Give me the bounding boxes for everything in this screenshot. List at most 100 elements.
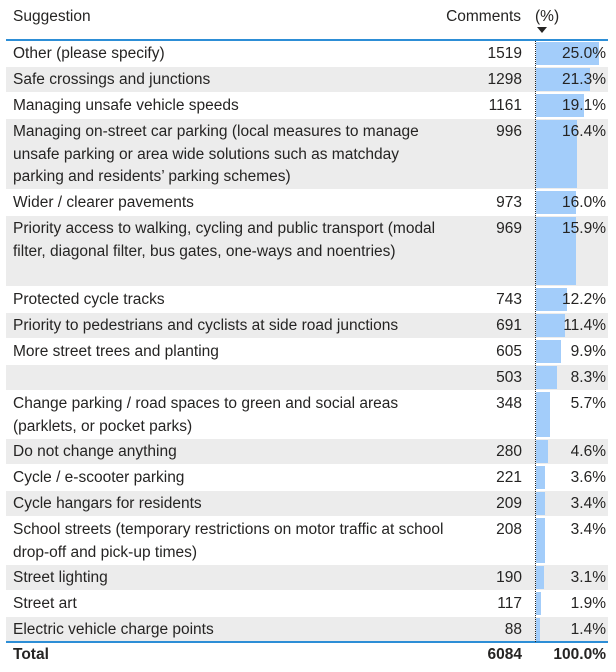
total-comments: 6084 [487,646,522,663]
table-row[interactable]: Managing on-street car parking (local me… [6,119,608,190]
row-percent: 11.4% [563,317,606,334]
row-data-bar [536,314,565,337]
row-percent: 15.9% [562,220,606,237]
table-row[interactable]: Change parking / road spaces to green an… [6,391,608,439]
row-data-bar [536,618,540,641]
row-data-bar [536,288,567,311]
row-data-bar [536,440,548,463]
row-percent: 16.4% [562,123,606,140]
table-row[interactable]: Wider / clearer pavements 973 16.0% [6,190,608,216]
row-percent: 8.3% [570,369,606,386]
row-suggestion: Priority access to walking, cycling and … [13,220,436,260]
table-row[interactable]: Do not change anything 280 4.6% [6,439,608,465]
row-suggestion: Cycle / e-scooter parking [13,469,185,486]
row-suggestion: Managing unsafe vehicle speeds [13,97,239,114]
table-row[interactable]: Protected cycle tracks 743 12.2% [6,287,608,313]
row-data-bar [536,392,551,437]
row-suggestion: Cycle hangars for residents [13,495,202,512]
row-percent: 3.6% [570,469,606,486]
row-comments: 1298 [487,71,522,88]
row-percent: 9.9% [570,343,606,360]
row-data-bar [536,68,590,91]
row-suggestion: Managing on-street car parking (local me… [13,123,419,185]
row-comments: 503 [496,369,522,386]
table-row[interactable]: Priority to pedestrians and cyclists at … [6,313,608,339]
row-comments: 221 [496,469,522,486]
row-suggestion: Change parking / road spaces to green an… [13,395,399,435]
table-body: Other (please specify) 1519 25.0% Safe cros… [6,41,608,643]
row-percent: 19.1% [562,97,606,114]
row-suggestion: Protected cycle tracks [13,291,165,308]
row-suggestion: Safe crossings and junctions [13,71,211,88]
row-data-bar [536,518,545,563]
row-suggestion: School streets (temporary restrictions o… [13,521,444,561]
row-comments: 973 [496,194,522,211]
row-comments: 280 [496,443,522,460]
row-percent: 1.9% [570,595,606,612]
row-percent: 16.0% [562,194,606,211]
row-data-bar [536,566,544,589]
row-data-bar [536,42,599,65]
table-row[interactable]: Safe crossings and junctions 1298 21.3% [6,67,608,93]
row-data-bar [536,120,578,188]
table-row[interactable]: Street art 117 1.9% [6,591,608,617]
row-data-bar [536,366,557,389]
row-data-bar [536,191,577,214]
row-comments: 209 [496,495,522,512]
row-percent: 4.6% [570,443,606,460]
row-comments: 743 [496,291,522,308]
row-percent: 21.3% [562,71,606,88]
row-data-bar [536,492,545,515]
row-percent: 3.4% [570,521,606,538]
row-comments: 190 [496,569,522,586]
row-comments: 88 [504,621,522,638]
row-percent: 5.7% [570,395,606,412]
row-suggestion: Street lighting [13,569,108,586]
row-percent: 25.0% [562,45,606,62]
row-data-bar [536,592,541,615]
column-header-percent[interactable]: (%) [535,8,560,25]
row-percent: 3.4% [570,495,606,512]
row-comments: 117 [497,595,522,612]
bar-axis-line [535,41,536,642]
row-comments: 969 [496,220,522,237]
column-header-comments[interactable]: Comments [446,8,521,25]
table-row[interactable]: Cycle / e-scooter parking 221 3.6% [6,465,608,491]
total-label: Total [13,646,49,663]
column-header-suggestion[interactable]: Suggestion [13,8,91,25]
row-comments: 1519 [487,45,522,62]
total-row: Total 6084 100.0% [6,641,608,670]
table-row[interactable]: Priority access to walking, cycling and … [6,216,608,287]
table-row[interactable]: Street lighting 190 3.1% [6,565,608,591]
row-comments: 208 [496,521,522,538]
row-data-bar [536,340,561,363]
row-comments: 691 [496,317,522,334]
row-suggestion: More street trees and planting [13,343,219,360]
total-percent: 100.0% [553,646,606,663]
table-row[interactable]: More street trees and planting 605 9.9% [6,339,608,365]
row-suggestion: Do not change anything [13,443,177,460]
row-comments: 605 [496,343,522,360]
row-comments: 1161 [488,97,522,114]
suggestions-table: Suggestion Comments (%) Other (please sp… [6,0,608,663]
row-comments: 348 [496,395,522,412]
row-data-bar [536,466,546,489]
table-row[interactable]: School streets (temporary restrictions o… [6,517,608,565]
table-row[interactable]: Managing unsafe vehicle speeds 1161 19.1% [6,93,608,119]
row-percent: 12.2% [562,291,606,308]
table-row[interactable]: Cycle hangars for residents 209 3.4% [6,491,608,517]
table-row[interactable]: Other (please specify) 1519 25.0% [6,41,608,67]
row-suggestion: Wider / clearer pavements [13,194,194,211]
row-suggestion: Other (please specify) [13,45,165,62]
row-suggestion: Street art [13,595,77,612]
row-data-bar [536,94,585,117]
table-header: Suggestion Comments (%) [6,0,608,41]
row-data-bar [536,217,577,285]
sort-descending-icon[interactable] [537,27,547,33]
row-percent: 3.1% [570,569,606,586]
row-suggestion: Priority to pedestrians and cyclists at … [13,317,399,334]
table-row[interactable]: 503 8.3% [6,365,608,391]
row-comments: 996 [496,123,522,140]
row-percent: 1.4% [570,621,606,638]
table-row[interactable]: Electric vehicle charge points 88 1.4% [6,617,608,643]
